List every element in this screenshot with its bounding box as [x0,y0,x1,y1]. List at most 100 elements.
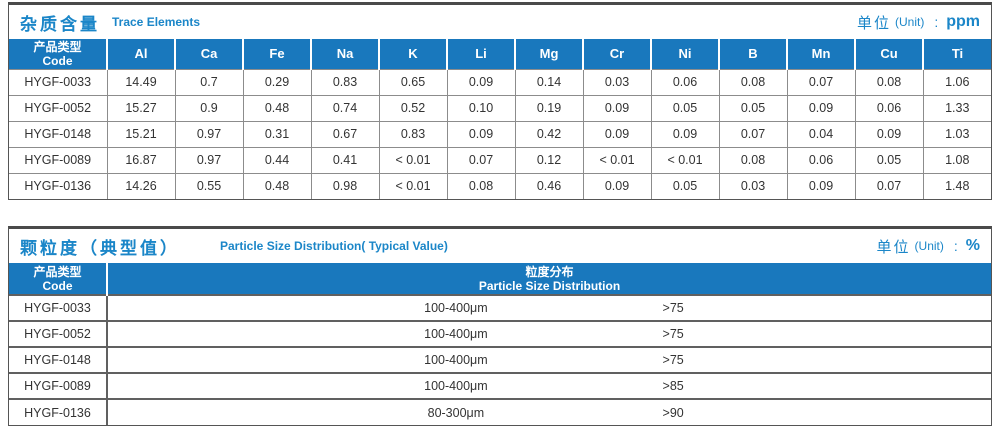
element-value: 0.09 [582,172,651,199]
product-code: HYGF-0148 [9,346,107,373]
element-value: 0.03 [718,172,787,199]
element-value: 0.14 [514,68,583,95]
size-range: 80-300μm [427,405,485,420]
element-column-header-na: Na [310,39,379,69]
particle-table-row: HYGF-0148 100-400μm >75 [9,346,991,373]
trace-table-row: HYGF-0089 16.87 0.97 0.44 0.41 < 0.01 0.07 0.12… [9,146,991,173]
element-value: 1.33 [922,94,991,121]
size-range: 100-400μm [424,301,488,315]
particle-size-table: 产品类型 Code 粒度分布 Particle Size Distributio… [9,263,991,425]
code-header-zh: 产品类型 [33,264,82,279]
element-value: < 0.01 [650,146,719,173]
trace-unit-colon: : [934,14,939,30]
element-column-header-al: Al [106,39,175,69]
element-value: 0.12 [514,146,583,173]
element-value: 0.9 [174,94,243,121]
element-value: 0.09 [446,120,515,147]
element-value: 0.44 [242,146,311,173]
element-value: 0.07 [446,146,515,173]
particle-size-section: 颗粒度（典型值） Particle Size Distribution( Typ… [8,226,992,426]
trace-unit-label-en: (Unit) [894,15,925,29]
percentage: >75 [662,301,684,315]
element-column-header-mg: Mg [514,39,583,69]
particle-unit-label-zh: 单位 [876,238,911,256]
element-value: 0.19 [514,94,583,121]
size-range: 100-400μm [424,327,488,341]
code-column-header: 产品类型 Code [9,263,107,295]
size-range: 100-400μm [424,379,488,393]
element-value: 0.7 [174,68,243,95]
product-code: HYGF-0052 [9,320,107,347]
element-column-header-mn: Mn [786,39,855,69]
particle-title-en: Particle Size Distribution( Typical Valu… [220,239,448,253]
distribution-cell: 80-300μm >90 [106,398,991,425]
trace-title-zh: 杂质含量 [20,14,100,34]
element-value: 0.48 [242,94,311,121]
particle-title-bar: 颗粒度（典型值） Particle Size Distribution( Typ… [9,229,991,263]
element-value: 0.08 [718,146,787,173]
distribution-header-zh: 粒度分布 [525,264,574,279]
element-value: < 0.01 [378,146,447,173]
element-value: 0.67 [310,120,379,147]
distribution-column-header: 粒度分布 Particle Size Distribution [106,263,991,295]
element-column-header-fe: Fe [242,39,311,69]
element-value: 0.48 [242,172,311,199]
code-column-header: 产品类型 Code [9,39,107,69]
particle-table-row: HYGF-0089 100-400μm >85 [9,372,991,399]
product-code: HYGF-0052 [9,94,107,121]
element-value: 0.05 [650,172,719,199]
element-value: 0.83 [378,120,447,147]
element-value: 0.74 [310,94,379,121]
element-column-header-cu: Cu [854,39,923,69]
distribution-cell: 100-400μm >75 [106,346,991,373]
element-value: 0.31 [242,120,311,147]
element-value: 0.05 [650,94,719,121]
trace-unit-value: ppm [946,13,980,30]
trace-elements-table: 产品类型 Code Al Ca Fe Na K Li Mg Cr Ni B Mn Cu Ti HYGF-… [9,39,991,199]
element-value: 0.06 [786,146,855,173]
trace-table-row: HYGF-0136 14.26 0.55 0.48 0.98 < 0.01 0.08 0.46… [9,172,991,199]
trace-table-row: HYGF-0052 15.27 0.9 0.48 0.74 0.52 0.10 0.19 0.0… [9,94,991,121]
element-column-header-b: B [718,39,787,69]
element-value: 1.08 [922,146,991,173]
element-value: 0.07 [854,172,923,199]
element-value: 0.41 [310,146,379,173]
element-value: 0.65 [378,68,447,95]
product-code: HYGF-0089 [9,146,107,173]
particle-title-zh: 颗粒度（典型值） [20,238,180,258]
particle-unit-value: % [965,237,980,254]
element-value: 0.52 [378,94,447,121]
trace-table-row: HYGF-0148 15.21 0.97 0.31 0.67 0.83 0.09 0.42 0.… [9,120,991,147]
percentage: >90 [662,405,684,420]
particle-table-body: HYGF-0033 100-400μm >75 HYGF-0052 100-400μm >… [9,294,991,425]
element-value: 0.83 [310,68,379,95]
trace-title-en: Trace Elements [112,15,201,29]
trace-table-body: HYGF-0033 14.49 0.7 0.29 0.83 0.65 0.09 0.14 0.0… [9,68,991,199]
element-value: 0.08 [854,68,923,95]
particle-unit-label-en: (Unit) [914,239,944,253]
distribution-cell: 100-400μm >75 [106,320,991,347]
element-value: 0.04 [786,120,855,147]
percentage: >75 [662,327,684,341]
element-column-header-ca: Ca [174,39,243,69]
particle-table-row: HYGF-0136 80-300μm >90 [9,398,991,425]
element-value: 0.09 [650,120,719,147]
product-code: HYGF-0148 [9,120,107,147]
product-code: HYGF-0033 [9,294,107,321]
element-value: 0.07 [718,120,787,147]
element-value: 0.05 [854,146,923,173]
element-column-header-li: Li [446,39,515,69]
element-value: 0.09 [582,94,651,121]
code-header-en: Code [42,278,73,293]
element-value: 0.97 [174,120,243,147]
percentage: >75 [662,353,684,367]
product-code: HYGF-0089 [9,372,107,399]
element-value: 1.48 [922,172,991,199]
trace-elements-section: 杂质含量 Trace Elements 单位 (Unit) : ppm 产品类型… [8,2,992,200]
element-value: 0.29 [242,68,311,95]
element-value: 0.08 [446,172,515,199]
element-value: 0.06 [650,68,719,95]
trace-header-row: 产品类型 Code Al Ca Fe Na K Li Mg Cr Ni B Mn Cu Ti [9,39,991,69]
element-value: 0.03 [582,68,651,95]
element-value: 0.09 [786,94,855,121]
